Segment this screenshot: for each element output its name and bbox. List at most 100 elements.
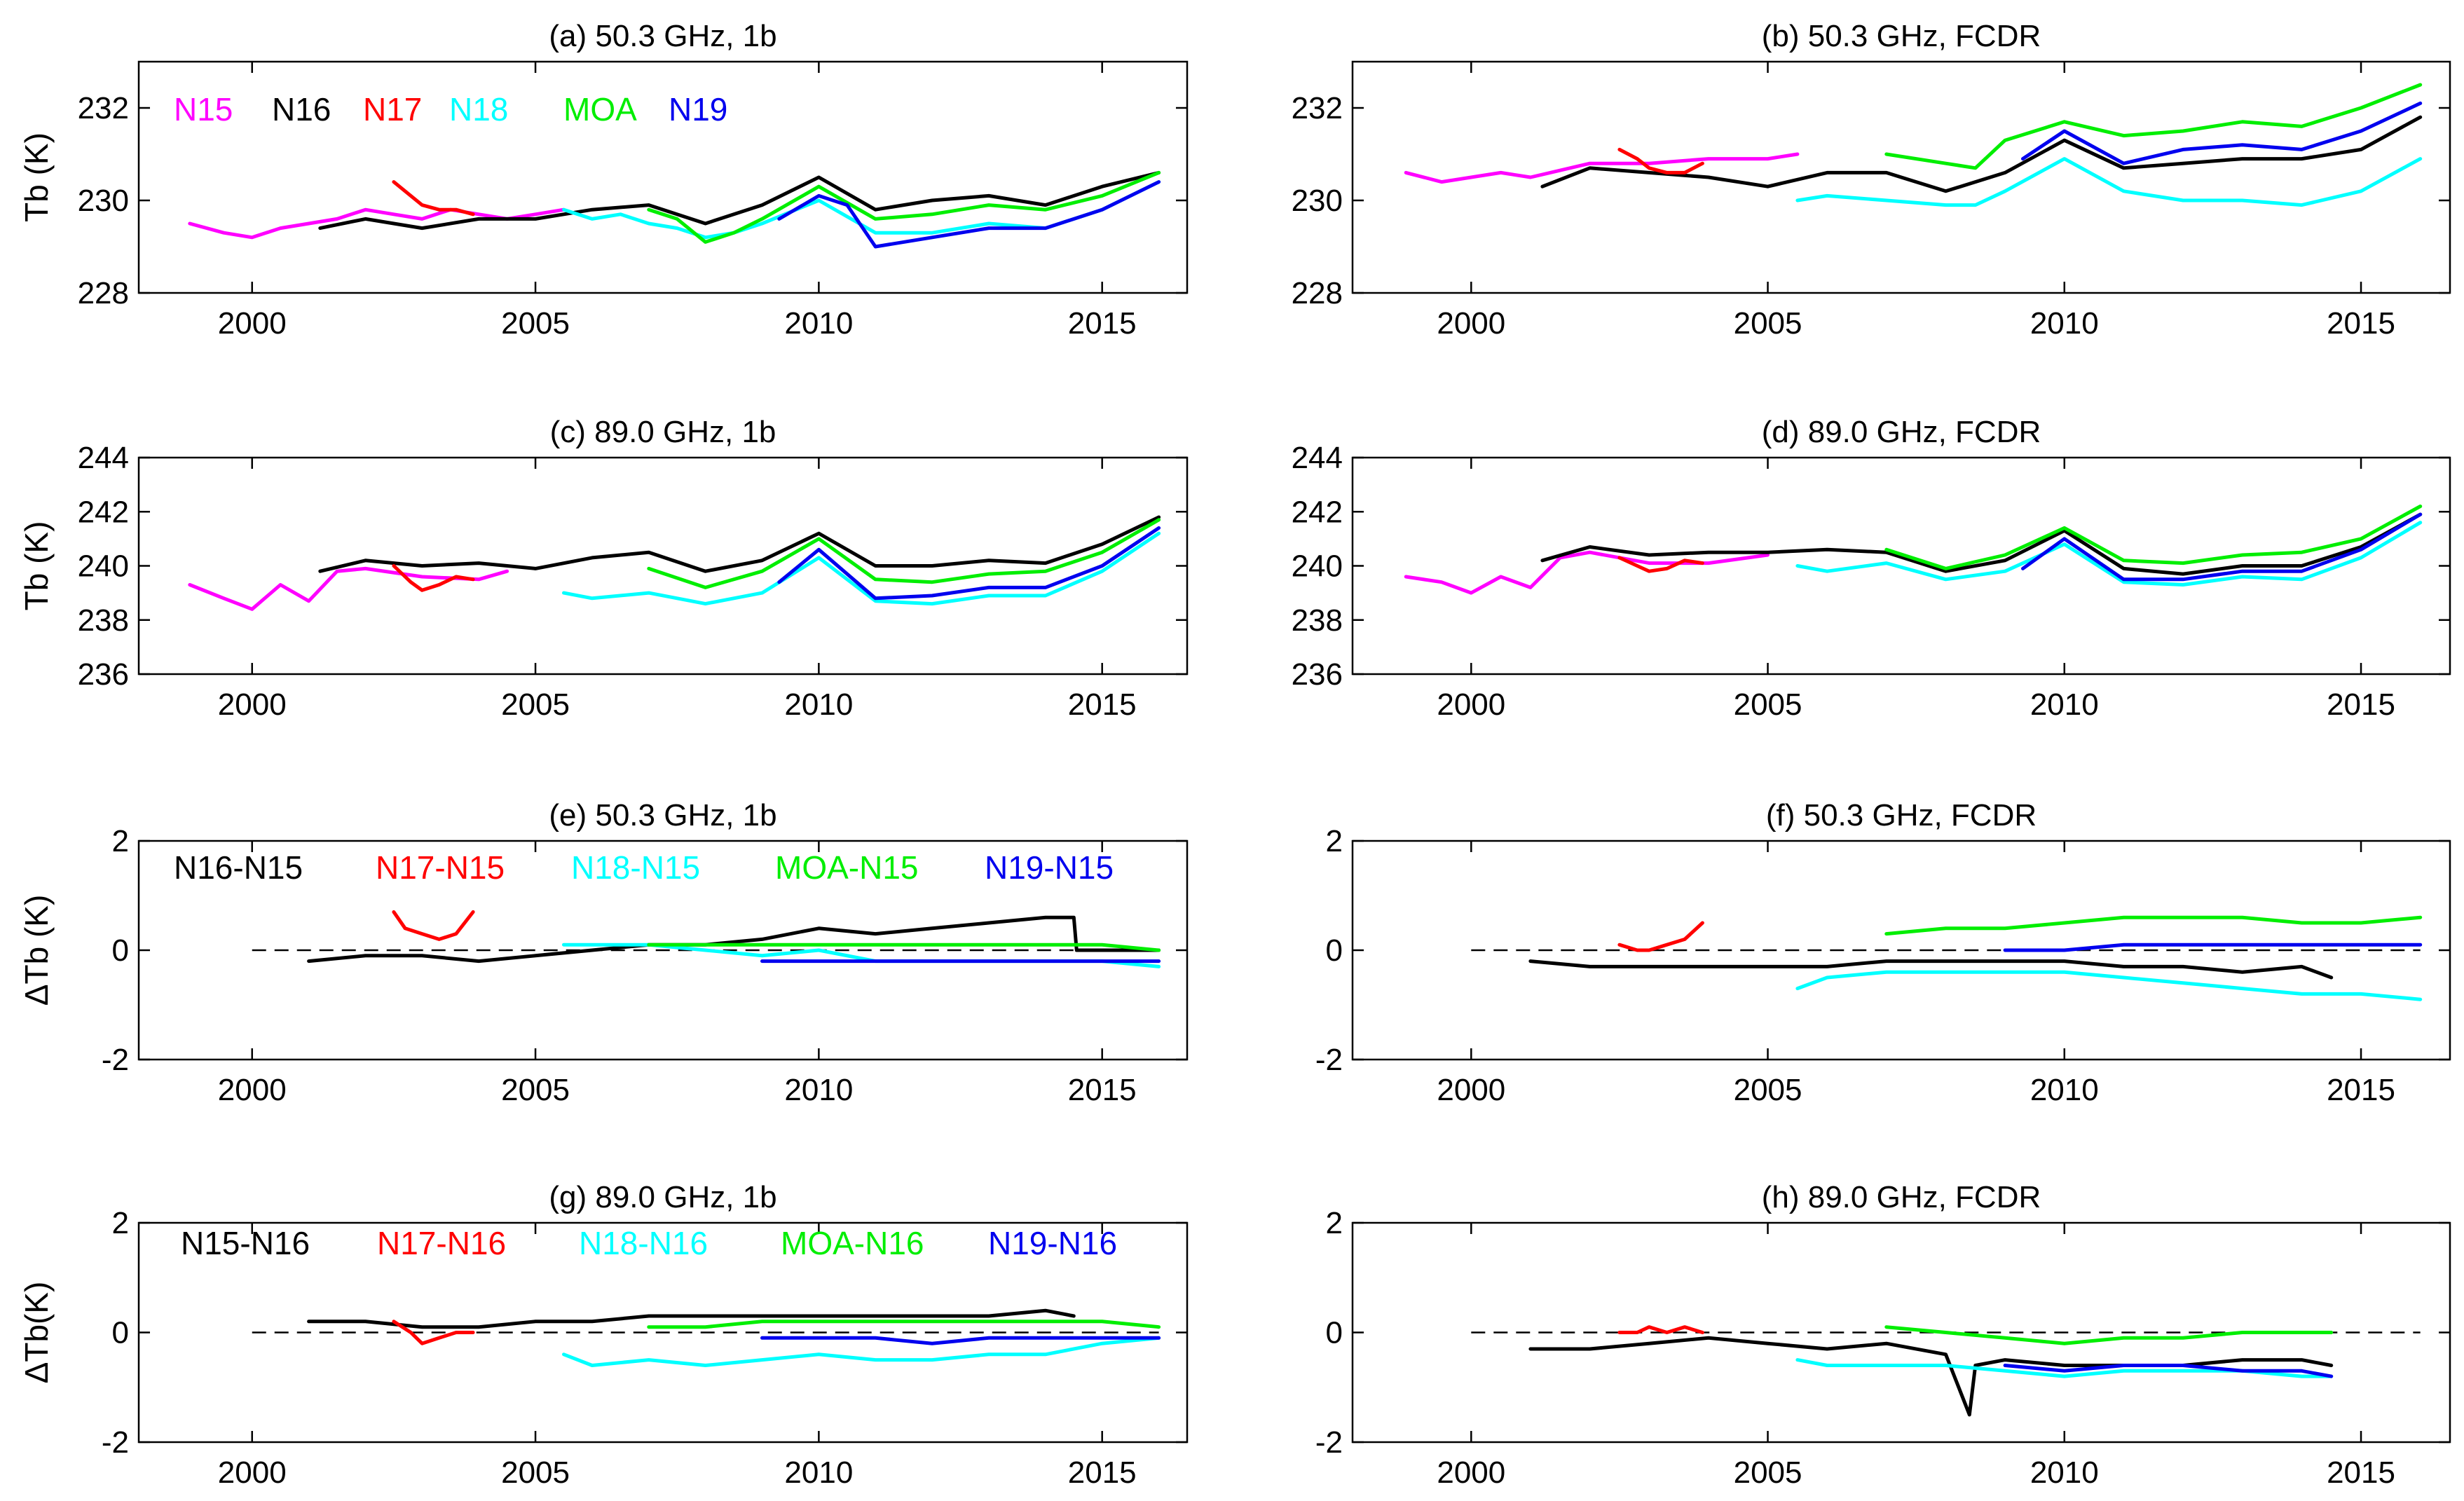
panel-f-xtick-label: 2015	[2327, 1073, 2395, 1107]
panel-c-ytick-label: 236	[78, 657, 129, 692]
panel-b-ytick-label: 232	[1292, 91, 1343, 125]
panel-g-series-moa-n16	[647, 1320, 1161, 1329]
legend-item-n17-n15: N17-N15	[376, 849, 505, 886]
panel-e-xtick-label: 2000	[218, 1073, 287, 1107]
panel-a-ytick-label: 228	[78, 276, 129, 310]
legend-item-n16-n15: N16-N15	[174, 849, 303, 886]
legend-item-n17: N17	[363, 91, 422, 128]
panel-h-ytick-label: 0	[1326, 1316, 1343, 1350]
panel-c-xtick-label: 2010	[784, 687, 853, 722]
panel-f-ytick-label: 2	[1326, 824, 1343, 858]
panel-g-series-n19-n16	[760, 1336, 1161, 1345]
panel-g-xtick-label: 2000	[218, 1455, 287, 1490]
panel-f-xtick-label: 2000	[1437, 1073, 1505, 1107]
panel-d-series-moa	[1884, 505, 2423, 570]
panel-h-series-moa-n16	[1884, 1325, 2334, 1345]
panel-f-series-n16-n15	[1528, 959, 2334, 980]
panel-c-series-n18	[562, 531, 1161, 606]
panel-c-title: (c) 89.0 GHz, 1b	[550, 415, 776, 449]
panel-d-ytick-label: 238	[1292, 603, 1343, 638]
panel-b-title: (b) 50.3 GHz, FCDR	[1762, 19, 2041, 53]
panel-a-xtick-label: 2015	[1068, 306, 1137, 341]
legend-item-n18-n16: N18-N16	[579, 1225, 708, 1261]
legend-item-n18-n15: N18-N15	[571, 849, 700, 886]
legend-item-moa-n16: MOA-N16	[781, 1225, 924, 1261]
panel-f-series-n18-n15	[1795, 970, 2423, 1001]
panel-f-xtick-label: 2010	[2030, 1073, 2099, 1107]
panel-h-xtick-label: 2005	[1734, 1455, 1802, 1490]
panel-h-xtick-label: 2015	[2327, 1455, 2395, 1490]
panel-f-ytick-label: -2	[1315, 1043, 1343, 1077]
panel-d-xtick-label: 2005	[1734, 687, 1802, 722]
panel-f-xtick-label: 2005	[1734, 1073, 1802, 1107]
panel-b-xtick-label: 2000	[1437, 306, 1505, 341]
legend-item-n19-n15: N19-N15	[985, 849, 1114, 886]
panel-c-ylabel: Tb (K)	[18, 521, 55, 611]
panel-e-legend: N16-N15 N17-N15 N18-N15 MOA-N15 N19-N15	[174, 849, 1114, 886]
panel-g-xtick-label: 2015	[1068, 1455, 1137, 1490]
panel-a-xtick-label: 2010	[784, 306, 853, 341]
panel-a-series-n16	[318, 170, 1161, 231]
panel-d-ytick-label: 244	[1292, 441, 1343, 475]
legend-item-n19: N19	[669, 91, 727, 128]
panel-a-series-moa	[647, 170, 1161, 244]
panel-a-xtick-label: 2005	[501, 306, 570, 341]
panel-e-xtick-label: 2015	[1068, 1073, 1137, 1107]
panel-d-ytick-label: 240	[1292, 549, 1343, 584]
panel-b-ytick-label: 230	[1292, 184, 1343, 218]
panel-c-series-n15	[188, 566, 509, 611]
panel-g-legend: N15-N16 N17-N16 N18-N16 MOA-N16 N19-N16	[181, 1225, 1117, 1261]
panel-a: (a) 50.3 GHz, 1b Tb (K) 2000 2005 2010 2015 22…	[18, 19, 1189, 341]
panel-d-series-n16	[1540, 512, 2423, 576]
panel-d-series-n19	[2021, 512, 2423, 582]
panel-d-xtick-label: 2015	[2327, 687, 2395, 722]
panel-e-series-n18-n15	[562, 943, 1161, 968]
panel-b-xtick-label: 2010	[2030, 306, 2099, 341]
legend-item-n18: N18	[449, 91, 508, 128]
panel-b-series-n18	[1795, 157, 2423, 207]
panel-f-series-n19-n15	[2003, 943, 2423, 952]
legend-item-n16: N16	[272, 91, 331, 128]
panel-d-series-n18	[1795, 521, 2423, 587]
panel-b-series-n15	[1404, 152, 1800, 184]
legend-item-n19-n16: N19-N16	[988, 1225, 1117, 1261]
panel-d: (d) 89.0 GHz, FCDR 2000 2005 2010 2015 236 238…	[1292, 415, 2451, 722]
legend-item-n15-n16: N15-N16	[181, 1225, 310, 1261]
panel-g: (g) 89.0 GHz, 1b ΔTb(K) 2000 2005 2010 2015 -2…	[18, 1180, 1189, 1490]
panel-b: (b) 50.3 GHz, FCDR 2000 2005 2010 2015 228 230…	[1292, 19, 2451, 341]
panel-h-series-n18-n16	[1795, 1358, 2334, 1378]
panel-c-ytick-label: 244	[78, 441, 129, 475]
panel-a-xtick-label: 2000	[218, 306, 287, 341]
panel-d-ytick-label: 242	[1292, 495, 1343, 529]
panel-a-series-n19	[777, 180, 1161, 249]
panel-c-xtick-label: 2015	[1068, 687, 1137, 722]
panel-e-ytick-label: 0	[112, 933, 129, 968]
panel-f-title: (f) 50.3 GHz, FCDR	[1766, 798, 2037, 832]
legend-item-moa: MOA	[563, 91, 637, 128]
panel-f: (f) 50.3 GHz, FCDR 2000 2005 2010 2015 -2 0 2	[1315, 798, 2451, 1107]
panel-g-xtick-label: 2005	[501, 1455, 570, 1490]
panel-h-series-n19-n16	[2003, 1364, 2334, 1378]
panel-b-xtick-label: 2005	[1734, 306, 1802, 341]
panel-c-ytick-label: 238	[78, 603, 129, 638]
panel-e-series-n16-n15	[307, 915, 1161, 964]
panel-g-ylabel: ΔTb(K)	[18, 1282, 55, 1384]
panel-g-series-n17-n16	[392, 1320, 475, 1345]
panel-e: (e) 50.3 GHz, 1b ΔTb (K) 2000 2005 2010 2015 -…	[18, 798, 1189, 1107]
panel-d-title: (d) 89.0 GHz, FCDR	[1762, 415, 2041, 449]
panel-c-axes	[137, 456, 1189, 676]
panel-e-series-moa-n15	[647, 943, 1161, 952]
panel-f-ytick-label: 0	[1326, 933, 1343, 968]
panel-c-ytick-label: 240	[78, 549, 129, 584]
panel-h-title: (h) 89.0 GHz, FCDR	[1762, 1180, 2041, 1214]
panel-b-series-n16	[1540, 115, 2423, 193]
panel-d-xtick-label: 2010	[2030, 687, 2099, 722]
panel-e-xtick-label: 2010	[784, 1073, 853, 1107]
panel-b-series-n17	[1617, 147, 1704, 174]
panel-a-ytick-label: 230	[78, 184, 129, 218]
panel-c-series-n19	[777, 526, 1161, 601]
panel-c-ytick-label: 242	[78, 495, 129, 529]
panel-a-series-n17	[392, 180, 475, 217]
panel-d-xtick-label: 2000	[1437, 687, 1505, 722]
